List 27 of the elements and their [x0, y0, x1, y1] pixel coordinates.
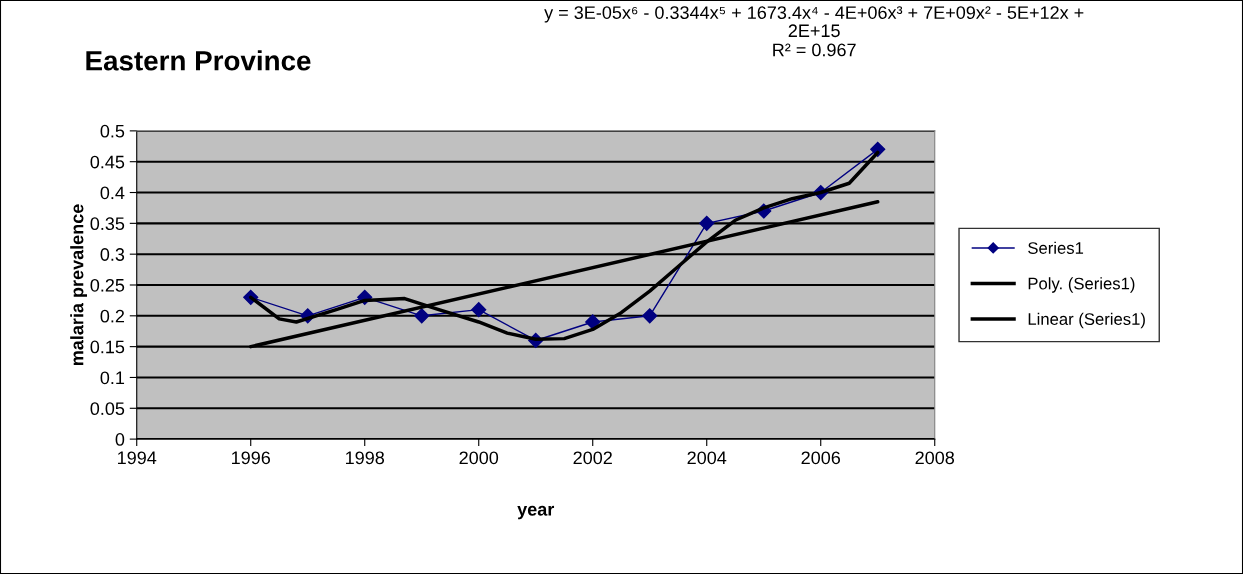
text: R² = 0.967	[773, 43, 856, 57]
y-tick-label: 0	[115, 433, 125, 446]
y-tick-label: 0.15	[90, 340, 125, 354]
legend-label: Poly. (Series1)	[1028, 277, 1135, 293]
y-tick-label: 0.05	[90, 402, 125, 416]
y-tick-label: 0.4	[100, 186, 125, 200]
y-tick-label: 0.25	[90, 278, 125, 292]
y-tick-label: 0.3	[100, 248, 125, 261]
x-tick-label: 2008	[915, 451, 955, 465]
x-tick-label: 2006	[801, 451, 841, 465]
y-tick-label: 0.1	[100, 371, 125, 385]
legend-label: Series1	[1028, 241, 1084, 254]
x-tick-label: 2004	[687, 451, 727, 465]
y-tick-label: 0.35	[90, 217, 125, 231]
x-tick-label: 1994	[118, 451, 157, 465]
x-tick-label: 2000	[459, 451, 499, 465]
y-tick-label: 0.45	[90, 155, 125, 169]
y-tick-label: 0.2	[100, 309, 125, 323]
chart-title: Eastern Province	[86, 50, 311, 71]
text: y = 3E-05x⁶ - 0.3344x⁵ + 1673.4x⁴ - 4E+06x³ + 7E+09x² - 5E+12x + 2E+15	[544, 6, 1084, 38]
x-tick-label: 1996	[232, 451, 271, 465]
x-tick-label: 2002	[573, 451, 612, 465]
y-axis-title: malaria prevalence	[70, 204, 88, 366]
y-tick-label: 0.5	[100, 124, 125, 138]
x-tick-label: 1998	[346, 451, 385, 465]
x-axis-title: year	[517, 505, 555, 520]
legend-label: Linear (Series1)	[1028, 312, 1145, 329]
